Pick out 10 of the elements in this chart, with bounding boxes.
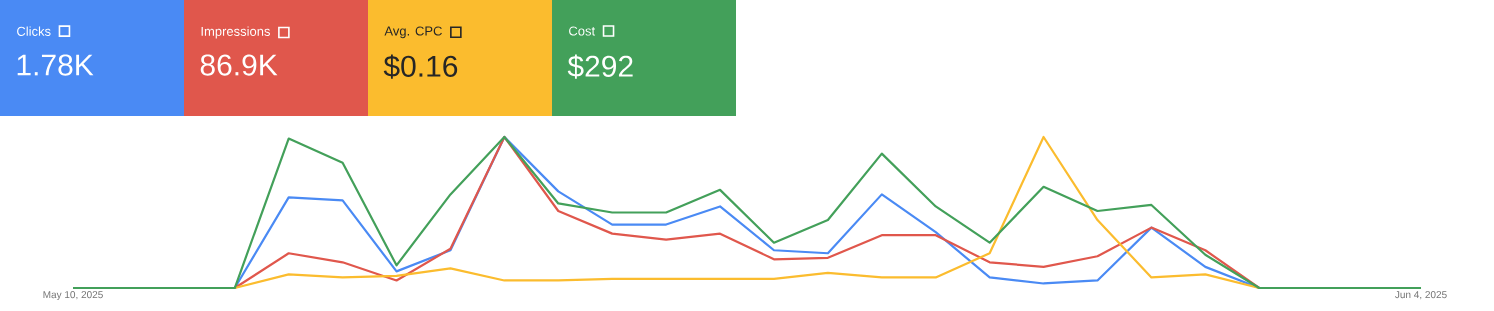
text: $0.16 <box>383 54 458 79</box>
x-tick-label: May 10, 2025 <box>43 291 103 301</box>
x-tick-label: Jun 4, 2025 <box>1395 291 1447 300</box>
text: 1.78K <box>17 54 94 76</box>
text: 86.9K <box>200 54 278 76</box>
legend-label: Impressions <box>201 26 270 39</box>
legend-label: Cost <box>569 26 596 36</box>
legend-label: Clicks <box>17 26 51 36</box>
legend-label: Avg. CPC <box>384 26 442 39</box>
text: $292 <box>567 54 633 79</box>
